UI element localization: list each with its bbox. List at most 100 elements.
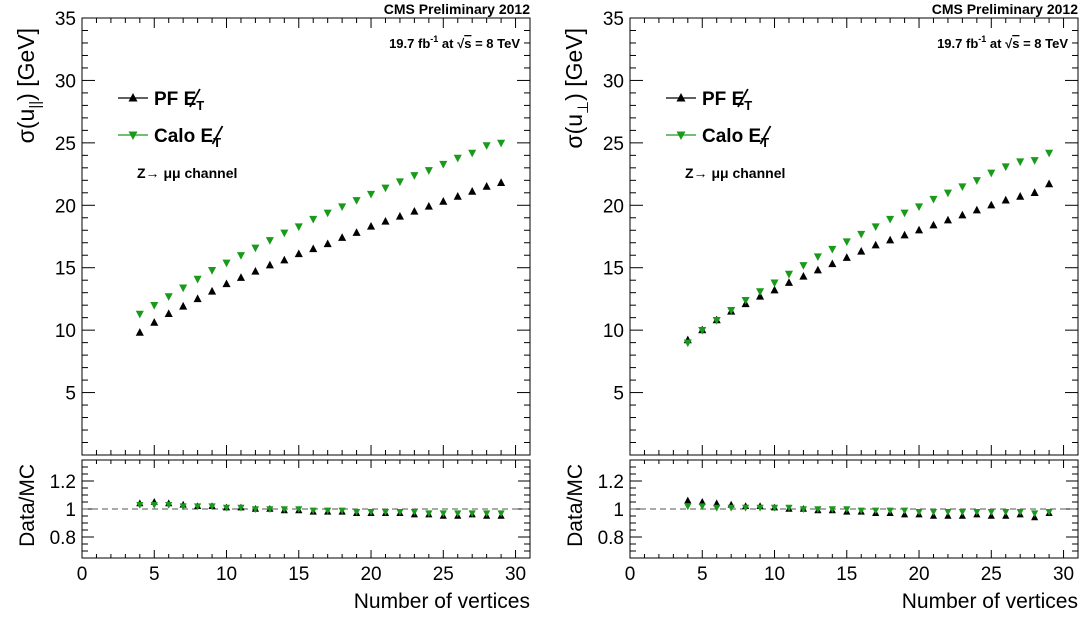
legend-marker-pf bbox=[128, 93, 138, 102]
data-point bbox=[453, 192, 462, 200]
data-point bbox=[943, 215, 952, 224]
ratio-y-tick-label: 0.8 bbox=[50, 528, 76, 549]
data-point bbox=[164, 293, 173, 301]
x-axis-label: Number of vertices bbox=[902, 590, 1078, 613]
panel-2: CMS Preliminary 2012 19.7 fb-1 at √s = 8 … bbox=[561, 1, 1079, 613]
data-point bbox=[251, 244, 260, 253]
cms-header: CMS Preliminary 2012 bbox=[932, 1, 1079, 17]
channel-label: Z→ μμ channel bbox=[137, 165, 237, 181]
ratio-point bbox=[857, 507, 865, 515]
ratio-point bbox=[410, 509, 418, 516]
ratio-point bbox=[814, 506, 822, 513]
ratio-point bbox=[886, 507, 894, 515]
data-point bbox=[352, 197, 361, 205]
data-point bbox=[1030, 188, 1039, 196]
data-point bbox=[1030, 157, 1039, 165]
main-y-tick-label: 30 bbox=[603, 71, 624, 92]
data-point bbox=[294, 249, 303, 258]
data-point bbox=[842, 253, 851, 261]
data-point bbox=[338, 203, 347, 212]
ratio-point bbox=[1002, 509, 1010, 516]
data-point bbox=[410, 207, 419, 215]
ratio-point bbox=[425, 510, 433, 518]
main-y-tick-label: 5 bbox=[613, 384, 624, 405]
ratio-point bbox=[309, 507, 317, 515]
data-point bbox=[828, 245, 837, 254]
data-point bbox=[410, 172, 419, 180]
data-point bbox=[395, 212, 404, 220]
data-point bbox=[208, 267, 217, 275]
data-point bbox=[958, 183, 967, 192]
data-point bbox=[150, 302, 159, 310]
data-point bbox=[698, 326, 707, 335]
ratio-point bbox=[454, 510, 462, 518]
ratio-point bbox=[915, 509, 923, 516]
main-y-tick-label: 20 bbox=[55, 196, 76, 217]
ratio-point bbox=[237, 504, 245, 512]
data-point bbox=[395, 178, 404, 187]
data-point bbox=[280, 229, 289, 238]
data-point bbox=[265, 260, 274, 269]
data-point bbox=[958, 210, 967, 219]
data-point bbox=[468, 149, 477, 158]
x-tick-label: 10 bbox=[764, 564, 785, 585]
ratio-point bbox=[251, 506, 260, 513]
ratio-point bbox=[1016, 509, 1024, 516]
main-y-tick-label: 20 bbox=[603, 196, 624, 217]
pf-met-slash bbox=[737, 88, 749, 108]
data-point bbox=[914, 225, 924, 234]
data-point bbox=[900, 230, 909, 239]
pf-legend-label: PF ET bbox=[154, 89, 204, 113]
ratio-y-tick-label: 1.2 bbox=[50, 472, 76, 493]
data-point bbox=[482, 142, 491, 150]
ratio-series-calo bbox=[136, 502, 505, 518]
main-y-tick-label: 35 bbox=[55, 9, 76, 30]
x-tick-label: 25 bbox=[981, 564, 1002, 585]
ratio-point bbox=[698, 503, 706, 511]
ratio-point bbox=[295, 506, 303, 513]
data-point bbox=[150, 318, 159, 326]
x-tick-label: 30 bbox=[505, 564, 526, 585]
data-point bbox=[424, 167, 433, 175]
ratio-point bbox=[208, 503, 216, 511]
data-point bbox=[1045, 179, 1054, 188]
data-point bbox=[683, 339, 692, 348]
pf-legend-label: PF ET bbox=[702, 89, 752, 113]
pf-met-slash bbox=[189, 88, 201, 108]
ratio-point bbox=[497, 510, 505, 518]
x-tick-label: 10 bbox=[216, 564, 237, 585]
series-calo bbox=[135, 139, 506, 319]
main-y-tick-label: 25 bbox=[603, 134, 624, 155]
data-point bbox=[179, 301, 188, 310]
data-point bbox=[439, 160, 448, 169]
main-y-tick-label: 5 bbox=[65, 384, 76, 405]
legend: PF ET Calo ET Z→ μμ channel bbox=[666, 88, 785, 181]
x-tick-label: 5 bbox=[149, 564, 160, 585]
data-point bbox=[222, 279, 231, 288]
data-point bbox=[497, 139, 506, 148]
data-point bbox=[943, 189, 952, 198]
ratio-point bbox=[828, 506, 836, 513]
ratio-point bbox=[483, 510, 491, 518]
legend-marker-calo bbox=[676, 131, 686, 140]
ratio-y-axis-label: Data/MC bbox=[16, 464, 39, 547]
data-point bbox=[784, 278, 794, 286]
ratio-series-calo bbox=[684, 503, 1053, 518]
legend: PF ET Calo ET Z→ μμ channel bbox=[118, 88, 237, 181]
data-point bbox=[799, 271, 808, 280]
data-point bbox=[741, 297, 750, 305]
data-point bbox=[135, 328, 144, 336]
ratio-point bbox=[770, 504, 779, 512]
data-point bbox=[208, 286, 217, 295]
data-point bbox=[381, 217, 390, 225]
legend-marker-calo bbox=[128, 131, 138, 140]
data-point bbox=[987, 200, 996, 209]
lumi-label: 19.7 fb-1 at √s = 8 TeV bbox=[389, 34, 520, 51]
channel-label: Z→ μμ channel bbox=[685, 165, 785, 181]
ratio-point bbox=[799, 506, 808, 513]
ratio-point bbox=[742, 504, 750, 512]
data-point bbox=[179, 284, 188, 293]
x-axis-label: Number of vertices bbox=[354, 590, 530, 613]
data-point bbox=[280, 255, 289, 264]
